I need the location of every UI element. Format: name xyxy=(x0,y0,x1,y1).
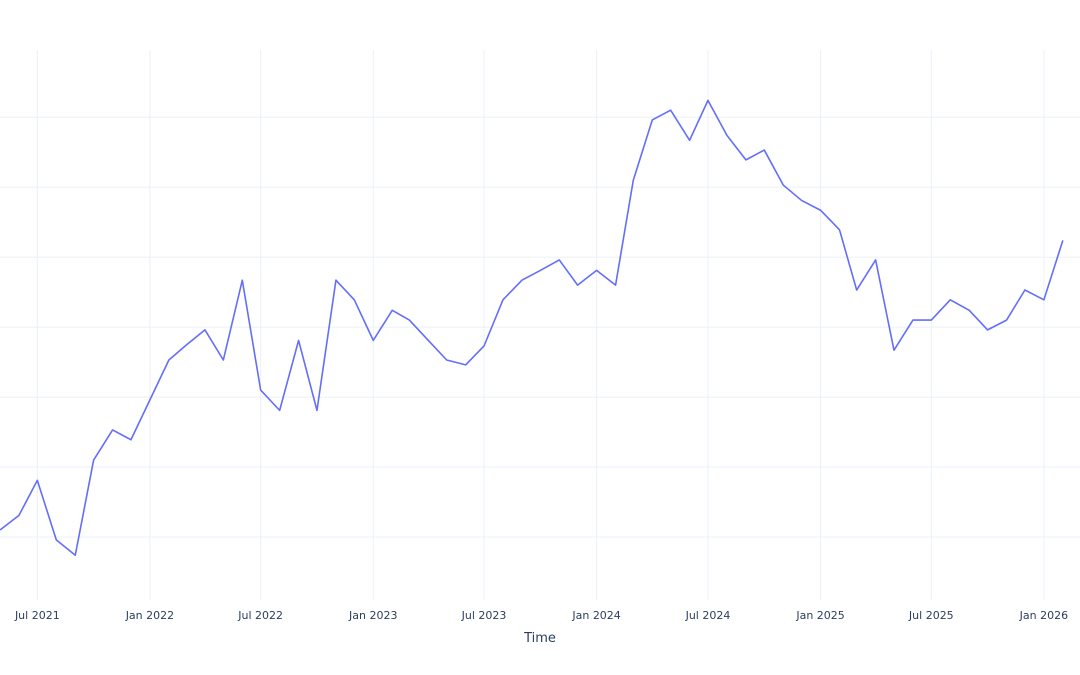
x-tick-label: Jul 2021 xyxy=(14,609,60,622)
plot-area xyxy=(0,99,1064,557)
x-tick-label: Jul 2024 xyxy=(685,609,731,622)
grid xyxy=(0,50,1080,600)
x-tick-label: Jan 2022 xyxy=(125,609,174,622)
data-line xyxy=(0,99,1064,557)
x-axis: Jul 2021 Jan 2022 Jul 2022 Jan 2023 Jul 2023… xyxy=(14,609,1068,622)
x-tick-label: Jan 2024 xyxy=(571,609,620,622)
x-tick-label: Jul 2022 xyxy=(237,609,283,622)
x-tick-label: Jan 2025 xyxy=(795,609,844,622)
x-tick-label: Jan 2023 xyxy=(348,609,397,622)
x-tick-label: Jul 2025 xyxy=(908,609,954,622)
x-tick-label: Jan 2026 xyxy=(1019,609,1068,622)
x-tick-label: Jul 2023 xyxy=(461,609,507,622)
x-axis-title: Time xyxy=(523,631,556,646)
